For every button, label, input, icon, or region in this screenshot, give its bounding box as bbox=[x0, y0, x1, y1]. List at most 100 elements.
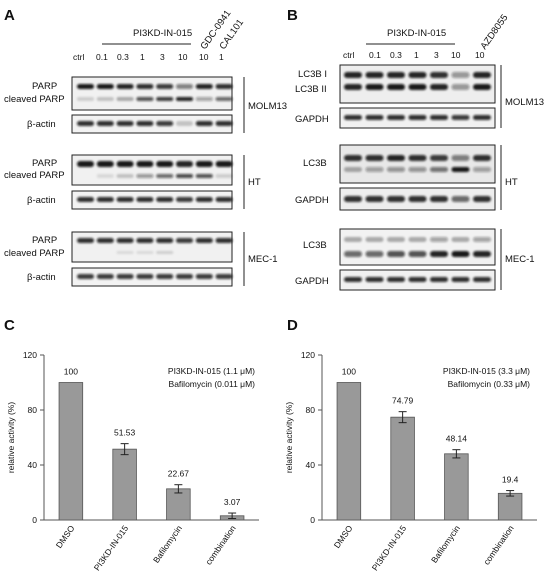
chart-d-bar-2 bbox=[444, 453, 469, 521]
blot-b-ht: LC3B GAPDH HT bbox=[295, 144, 518, 211]
b1-gapdh-band-4 bbox=[430, 115, 448, 120]
chart-c-bar-1 bbox=[112, 448, 137, 521]
b1-bands-band-0 bbox=[344, 84, 362, 90]
a2-actin-band-2 bbox=[116, 197, 134, 202]
chart-c-ytick-label-2: 80 bbox=[28, 405, 38, 415]
blot-a-ht-row-cleaved: cleaved PARP bbox=[4, 170, 65, 181]
blot-a-ht-parp-strip bbox=[71, 154, 233, 186]
b3-bands-band-5 bbox=[451, 237, 470, 242]
a1-bands-band-6 bbox=[195, 97, 213, 101]
blot-a-mec1-parp-strip bbox=[71, 231, 233, 263]
a3-bands-band-4 bbox=[156, 238, 174, 243]
panel-label-b: B bbox=[287, 7, 298, 24]
blot-a-mec1-loading: β-actin bbox=[27, 272, 56, 283]
b3-bands-band-4 bbox=[430, 237, 448, 242]
blot-a-lane-2: 0.3 bbox=[117, 52, 129, 62]
blot-a-ht: PARP cleaved PARP β-actin HT bbox=[4, 154, 261, 210]
a2-actin-band-3 bbox=[136, 197, 154, 202]
b3-bands-band-0 bbox=[344, 237, 362, 242]
bar-chart-c: 0 40 80 120 relative activity (%) 100 DMSO 51.5… bbox=[6, 350, 259, 572]
b2-bands-band-6 bbox=[473, 155, 491, 161]
b2-bands-band-1 bbox=[365, 155, 384, 161]
a1-actin-band-0 bbox=[77, 121, 94, 126]
b1-gapdh-band-0 bbox=[344, 115, 362, 120]
blot-a-lane-6: 10 bbox=[199, 52, 209, 62]
panel-label-c: C bbox=[4, 317, 15, 334]
a3-bands-band-6 bbox=[195, 238, 213, 243]
a2-actin-band-6 bbox=[195, 197, 213, 202]
b2-bands-band-2 bbox=[387, 167, 405, 172]
b2-gapdh-band-3 bbox=[408, 196, 427, 202]
a1-actin-band-4 bbox=[156, 121, 174, 126]
blot-b-molm13-row-lc3b1: LC3B I bbox=[298, 69, 327, 80]
b1-bands-band-2 bbox=[387, 84, 405, 90]
blot-b-mec1-cell-line: MEC-1 bbox=[505, 254, 535, 265]
b2-gapdh-band-0 bbox=[344, 196, 362, 202]
a1-bands-band-0 bbox=[77, 97, 94, 101]
blot-b-mec1-row-lc3b: LC3B bbox=[303, 240, 327, 251]
chart-c-annotation-0: PI3KD-IN-015 (1.1 μM) bbox=[168, 366, 255, 376]
chart-c-annotation-1: Bafilomycin (0.011 μM) bbox=[169, 379, 256, 389]
b2-gapdh-band-2 bbox=[387, 196, 405, 202]
b2-bands-band-5 bbox=[451, 155, 470, 161]
b1-bands-band-0 bbox=[344, 72, 362, 78]
blot-b-lane-4: 3 bbox=[434, 50, 439, 60]
b2-bands-band-0 bbox=[344, 167, 362, 172]
blot-b-molm13-loading: GAPDH bbox=[295, 114, 329, 125]
a1-bands-band-3 bbox=[136, 84, 154, 89]
blot-b-ht-row-lc3b: LC3B bbox=[303, 158, 327, 169]
b1-bands-band-6 bbox=[473, 84, 491, 90]
blot-a-molm13-parp-strip bbox=[71, 76, 233, 111]
chart-d-ytick-label-0: 0 bbox=[310, 515, 315, 525]
blot-b-molm13: LC3B I LC3B II GAPDH MOLM13 bbox=[295, 64, 544, 129]
blot-a-ht-loading: β-actin bbox=[27, 195, 56, 206]
chart-d-category-1: PI3KD-IN-015 bbox=[370, 523, 409, 572]
chart-d-data-label-0: 100 bbox=[342, 367, 356, 377]
a1-bands-band-6 bbox=[195, 84, 213, 89]
blot-a-mec1: PARP cleaved PARP β-actin MEC-1 bbox=[4, 231, 278, 287]
blot-a-molm13-cell-line: MOLM13 bbox=[248, 101, 287, 112]
a2-bands-band-6 bbox=[195, 161, 213, 167]
a3-bands-band-1 bbox=[96, 238, 114, 243]
a1-actin-band-6 bbox=[195, 121, 213, 126]
a1-actin-band-7 bbox=[215, 121, 233, 126]
a1-bands-band-7 bbox=[215, 97, 233, 101]
blot-b-mec1: LC3B GAPDH MEC-1 bbox=[295, 228, 535, 291]
a3-actin-band-7 bbox=[215, 274, 233, 279]
chart-d-ytick-label-3: 120 bbox=[301, 350, 315, 360]
chart-d-bar-1 bbox=[390, 416, 415, 521]
blot-b-lane-labels: ctrl 0.1 0.3 1 3 10 10 bbox=[343, 50, 485, 60]
a2-bands-band-3 bbox=[136, 161, 154, 167]
blot-a-ht-row-parp: PARP bbox=[32, 158, 57, 169]
b2-gapdh-band-4 bbox=[430, 196, 448, 202]
b3-gapdh-band-4 bbox=[430, 277, 448, 282]
a3-bands-band-3 bbox=[136, 238, 154, 243]
b1-bands-band-6 bbox=[473, 72, 491, 78]
blot-b-mec1-loading: GAPDH bbox=[295, 276, 329, 287]
a3-bands-band-0 bbox=[77, 238, 94, 243]
chart-c-category-2: Bafilomycin bbox=[151, 523, 184, 565]
chart-d-ytick-label-1: 40 bbox=[306, 460, 316, 470]
b3-bands-band-1 bbox=[365, 237, 384, 242]
blot-a-lane-0: ctrl bbox=[73, 52, 84, 62]
a2-actin-band-7 bbox=[215, 197, 233, 202]
chart-d-ytick-label-2: 80 bbox=[306, 405, 316, 415]
chart-c-ylabel: relative activity (%) bbox=[6, 402, 16, 473]
blot-b-mec1-lc3b-strip bbox=[339, 228, 496, 266]
b2-bands-band-1 bbox=[365, 167, 384, 172]
chart-d-ylabel: relative activity (%) bbox=[284, 402, 294, 473]
a3-actin-band-6 bbox=[195, 274, 213, 279]
b2-bands-band-6 bbox=[473, 167, 491, 172]
chart-d-category-3: combination bbox=[481, 523, 516, 567]
b1-bands-band-4 bbox=[430, 84, 448, 90]
a2-actin-band-4 bbox=[156, 197, 174, 202]
chart-c-data-label-1: 51.53 bbox=[114, 428, 136, 438]
chart-c-ytick-label-0: 0 bbox=[32, 515, 37, 525]
b3-bands-band-3 bbox=[408, 251, 427, 257]
b2-bands-band-3 bbox=[408, 167, 427, 172]
a1-bands-band-4 bbox=[156, 97, 174, 101]
a2-bands-band-4 bbox=[156, 174, 174, 178]
blot-b-molm13-cell-line: MOLM13 bbox=[505, 97, 544, 108]
blot-b-lane-3: 1 bbox=[414, 50, 419, 60]
